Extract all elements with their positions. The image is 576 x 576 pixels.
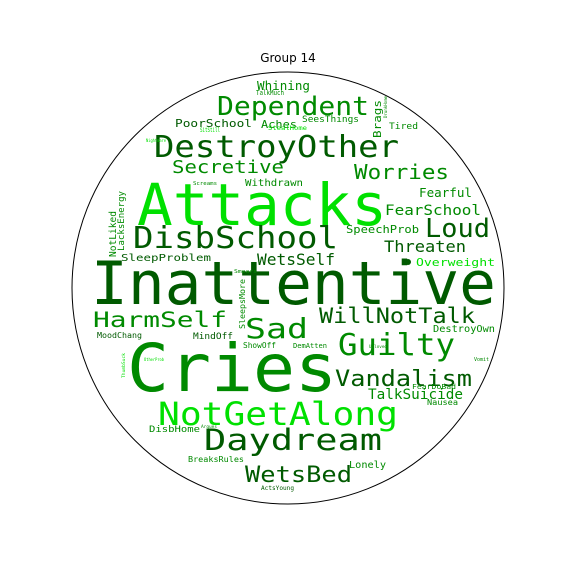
cloud-word: Sad bbox=[245, 312, 308, 345]
cloud-word: Aches bbox=[261, 118, 297, 131]
cloud-word: NotLiked bbox=[108, 211, 119, 257]
cloud-word: HarmSelf bbox=[93, 308, 227, 332]
cloud-word: Secretive bbox=[172, 157, 284, 178]
cloud-word: Brags bbox=[371, 100, 384, 138]
cloud-word: Nightmare bbox=[146, 138, 167, 143]
cloud-word: Lonely bbox=[349, 460, 386, 471]
cloud-word: ThumbSuck bbox=[121, 352, 126, 378]
cloud-word: Cries bbox=[127, 330, 337, 407]
cloud-word: Whining bbox=[257, 79, 310, 93]
cloud-word: FearSchool bbox=[385, 203, 481, 219]
cloud-word: DestroyOther bbox=[154, 130, 399, 165]
cloud-boundary bbox=[71, 71, 505, 505]
cloud-word: PoorSchool bbox=[175, 117, 252, 130]
cloud-word: TalkMuch bbox=[256, 89, 284, 97]
cloud-word: SleepProblem bbox=[121, 253, 211, 264]
cloud-word: Nausea bbox=[427, 398, 458, 407]
cloud-word: TalkSuicide bbox=[368, 387, 463, 403]
cloud-word: SleepsMore bbox=[238, 279, 247, 329]
cloud-word: SitStill bbox=[200, 127, 220, 134]
cloud-word: SpeechProb bbox=[346, 223, 419, 236]
cloud-word: SeesThings bbox=[302, 115, 359, 125]
cloud-word: ActsYoung bbox=[261, 485, 294, 492]
cloud-word: Argues bbox=[201, 424, 218, 429]
cloud-word: DisbSchool bbox=[133, 221, 338, 256]
cloud-word: FearDoBad bbox=[412, 383, 456, 391]
cloud-word: Unloved bbox=[369, 344, 388, 349]
cloud-word: StealHome bbox=[268, 125, 307, 132]
cloud-word: Guilty bbox=[338, 328, 455, 363]
cloud-word: MoodChang bbox=[97, 331, 142, 340]
cloud-word: NotGetAlong bbox=[158, 395, 398, 433]
cloud-word: Screams bbox=[193, 181, 217, 187]
cloud-word: Vomit bbox=[474, 357, 489, 363]
cloud-word: WetsBed bbox=[245, 463, 352, 488]
cloud-word: WetsSelf bbox=[257, 250, 335, 269]
cloud-word: Attacks bbox=[137, 171, 387, 239]
dot-mark bbox=[405, 259, 411, 265]
cloud-word: BreaksRules bbox=[188, 455, 244, 464]
cloud-word: ShowOff bbox=[243, 341, 276, 350]
cloud-word: Fearful bbox=[419, 186, 472, 200]
cloud-word: DrunkHome bbox=[383, 95, 388, 118]
cloud-word: OtherProb bbox=[144, 357, 165, 362]
cloud-word: Inattentive bbox=[91, 249, 496, 319]
cloud-word: DemAtten bbox=[293, 342, 327, 350]
chart-title: Group 14 bbox=[260, 51, 316, 65]
cloud-word: MindOff bbox=[193, 332, 233, 342]
cloud-word: LacksEnergy bbox=[117, 190, 127, 251]
cloud-word: Tired bbox=[389, 122, 418, 132]
cloud-word: Threaten bbox=[384, 237, 466, 256]
cloud-word: WillNotTalk bbox=[319, 304, 475, 328]
cloud-word: Daydream bbox=[204, 423, 382, 457]
cloud-word: Smears bbox=[234, 269, 257, 275]
cloud-word: Worries bbox=[354, 160, 449, 184]
cloud-word: Overweight bbox=[416, 256, 495, 269]
word-group: Inattentive Cries Attacks DestroyOther DisbS… bbox=[91, 79, 496, 492]
cloud-word: Dependent bbox=[217, 92, 369, 122]
cloud-word: DisbHome bbox=[149, 425, 200, 435]
cloud-word: Loud bbox=[425, 214, 490, 244]
cloud-word: DestroyOwn bbox=[433, 324, 495, 335]
cloud-word: Withdrawn bbox=[245, 178, 303, 189]
cloud-word: Vandalism bbox=[335, 367, 472, 392]
